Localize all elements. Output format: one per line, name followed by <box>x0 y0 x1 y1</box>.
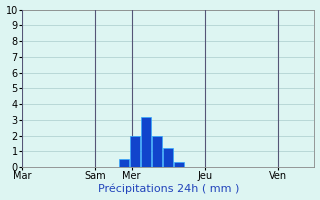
Bar <box>163 148 173 167</box>
X-axis label: Précipitations 24h ( mm ): Précipitations 24h ( mm ) <box>98 184 239 194</box>
Bar <box>130 136 140 167</box>
Bar <box>119 159 130 167</box>
Bar <box>141 117 151 167</box>
Bar <box>174 162 184 167</box>
Bar <box>152 136 162 167</box>
